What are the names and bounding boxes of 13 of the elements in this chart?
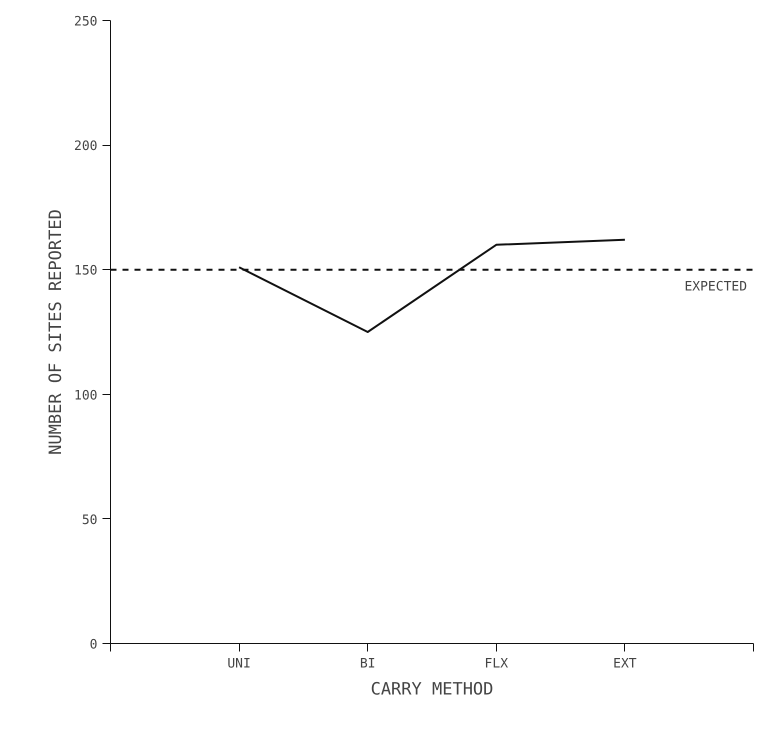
y-tick-label: 200: [74, 139, 98, 154]
y-tick-label: 150: [74, 264, 98, 279]
x-tick-label: UNI: [227, 656, 251, 672]
x-tick-label: BI: [360, 656, 376, 672]
y-tick-label: 50: [82, 512, 98, 528]
x-tick-label: FLX: [484, 656, 508, 672]
y-tick-label: 0: [90, 638, 98, 652]
x-axis-title: CARRY METHOD: [370, 680, 494, 700]
y-tick-label: 100: [74, 388, 98, 404]
y-tick-label: 250: [74, 14, 98, 30]
y-axis-title: NUMBER OF SITES REPORTED: [46, 209, 66, 455]
ref-line-label: EXPECTED: [684, 280, 748, 295]
x-tick-label: EXT: [613, 656, 637, 672]
